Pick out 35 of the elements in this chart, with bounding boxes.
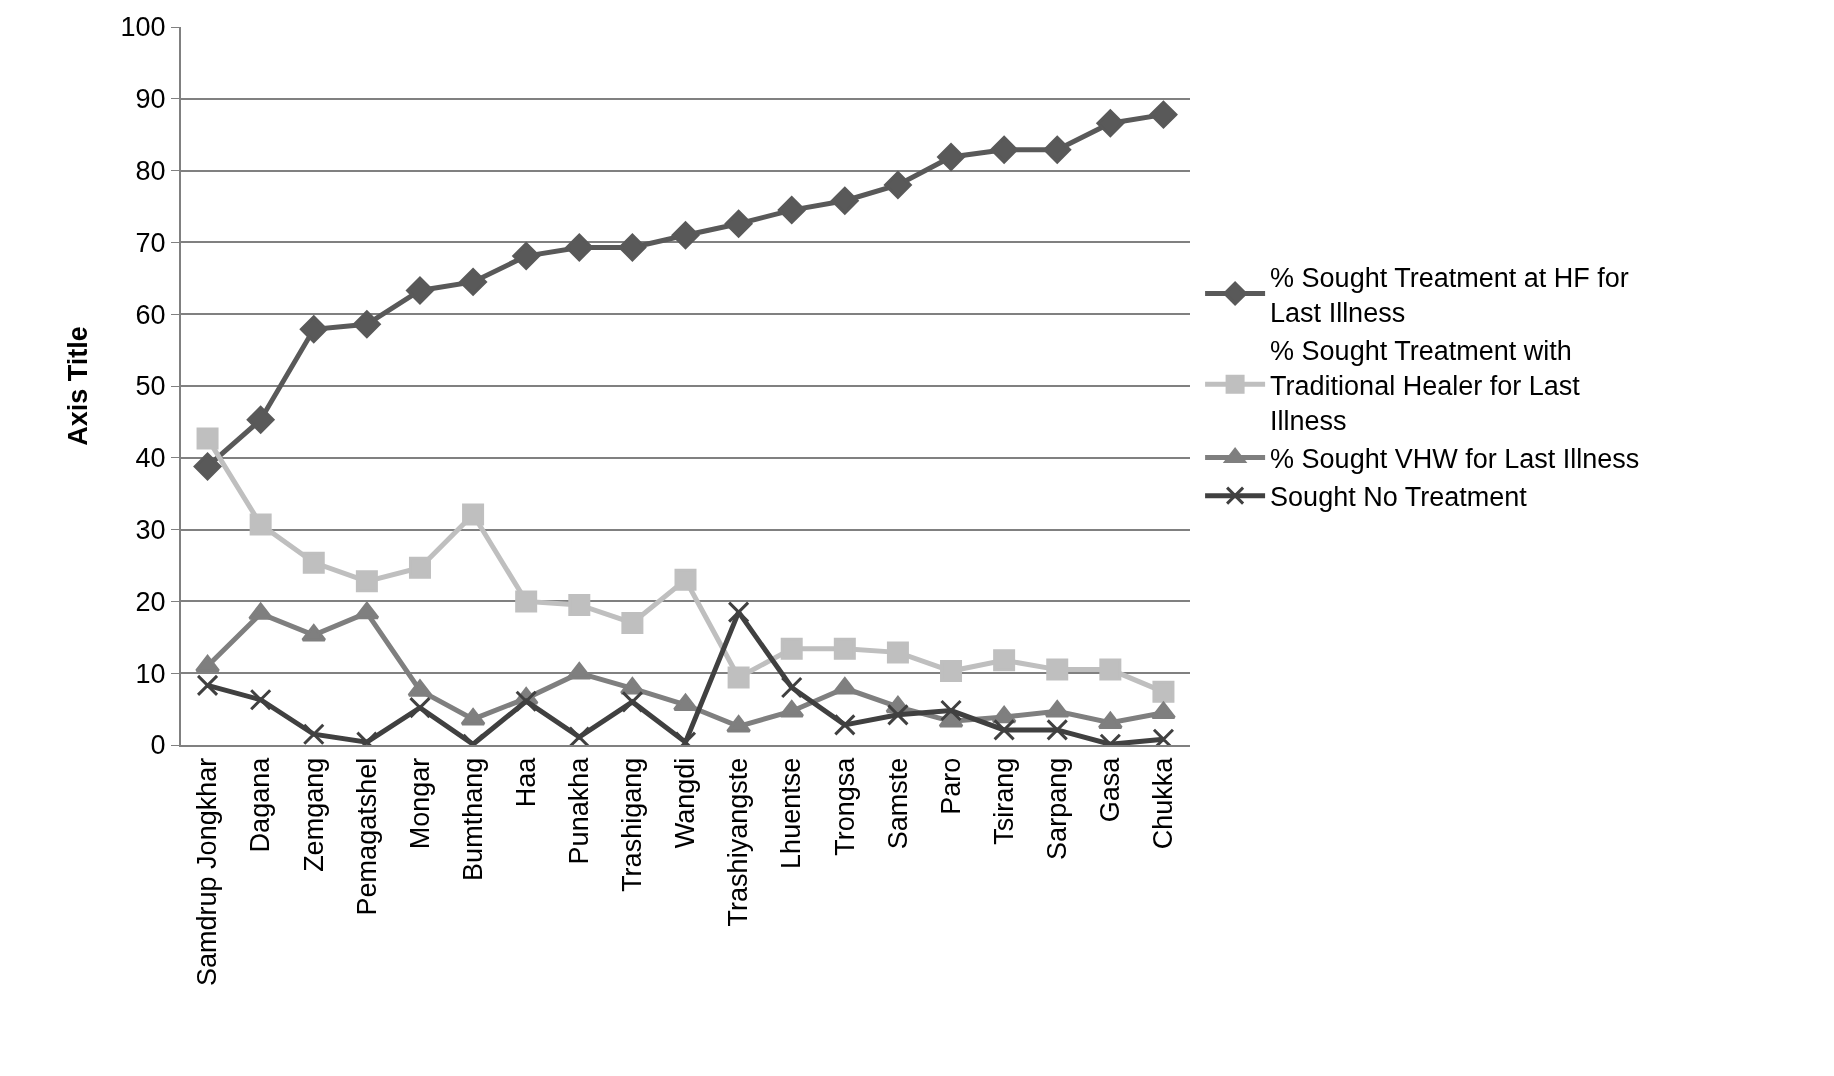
y-tick-label: 100 <box>120 12 166 43</box>
x-tick-label: Paro <box>935 757 966 815</box>
y-tick-label: 50 <box>135 371 166 402</box>
y-tick-label: 70 <box>135 227 166 258</box>
y-axis-title: Axis Title <box>63 326 94 446</box>
y-tick-label: 60 <box>135 299 166 330</box>
legend-label: % Sought Treatment at HF for Last Illness <box>1270 262 1629 328</box>
y-tick-label: 40 <box>135 443 166 474</box>
x-tick-label: Chukka <box>1148 756 1179 850</box>
y-tick-label: 20 <box>135 586 166 617</box>
legend-label: Sought No Treatment <box>1270 482 1528 513</box>
y-tick-label: 10 <box>135 658 166 689</box>
x-tick-label: Samste <box>882 757 913 850</box>
x-tick-label: Punakha <box>564 756 595 865</box>
x-tick-label: Haa <box>510 756 541 808</box>
legend-label: % Sought VHW for Last Illness <box>1270 444 1640 475</box>
x-tick-label: Trongsa <box>829 756 860 856</box>
x-tick-label: Pemagatshel <box>351 757 382 916</box>
x-tick-label: Gasa <box>1095 756 1126 823</box>
x-tick-label: Bumthang <box>457 757 488 881</box>
y-tick-label: 0 <box>150 730 166 761</box>
x-tick-label: Lhuentse <box>776 757 807 869</box>
x-tick-label: Sarpang <box>1042 757 1073 860</box>
x-tick-label: Trashiyangste <box>723 757 754 927</box>
legend-label: % Sought Treatment with Traditional Healer for Last Illness <box>1270 335 1581 436</box>
x-tick-label: Trashigang <box>617 757 648 892</box>
x-tick-label: Wangdi <box>670 757 701 849</box>
x-tick-label: Tsirang <box>988 757 1019 845</box>
x-tick-label: Samdrup Jongkhar <box>192 757 223 986</box>
x-tick-label: Mongar <box>404 757 435 850</box>
y-tick-label: 80 <box>135 156 166 187</box>
y-tick-label: 90 <box>135 84 166 115</box>
y-tick-label: 30 <box>135 515 166 546</box>
x-tick-label: Dagana <box>245 756 276 853</box>
x-tick-label: Zemgang <box>298 757 329 872</box>
